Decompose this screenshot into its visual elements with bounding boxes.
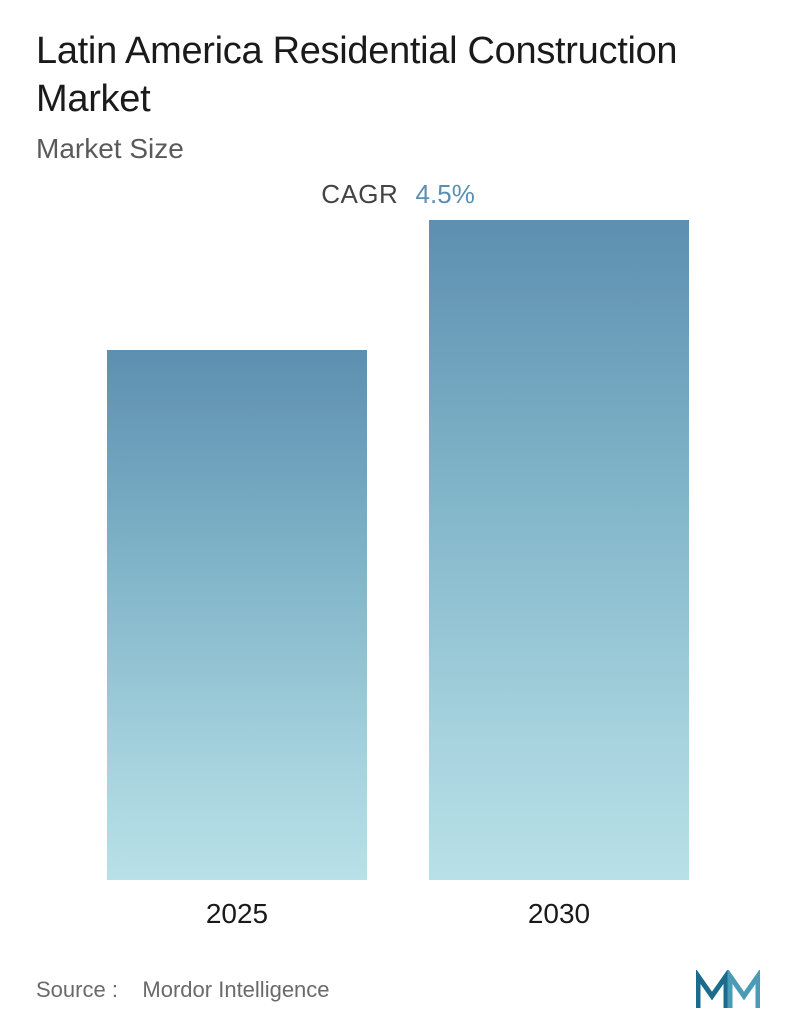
chart-subtitle: Market Size — [36, 133, 760, 165]
mordor-logo-icon — [696, 970, 760, 1010]
source-name: Mordor Intelligence — [142, 977, 329, 1002]
chart-footer: Source : Mordor Intelligence — [36, 970, 760, 1010]
source-text: Source : Mordor Intelligence — [36, 977, 330, 1003]
source-label: Source : — [36, 977, 118, 1002]
cagr-row: CAGR 4.5% — [36, 179, 760, 210]
bar-2030 — [429, 220, 689, 880]
bar-group: 2030 — [429, 220, 689, 930]
bar-2025 — [107, 350, 367, 880]
cagr-label: CAGR — [321, 179, 398, 209]
cagr-value: 4.5% — [416, 179, 475, 209]
bar-label: 2025 — [206, 898, 268, 930]
chart-title: Latin America Residential Construction M… — [36, 28, 760, 123]
bar-group: 2025 — [107, 350, 367, 930]
bar-label: 2030 — [528, 898, 590, 930]
bar-chart: 2025 2030 — [36, 240, 760, 930]
